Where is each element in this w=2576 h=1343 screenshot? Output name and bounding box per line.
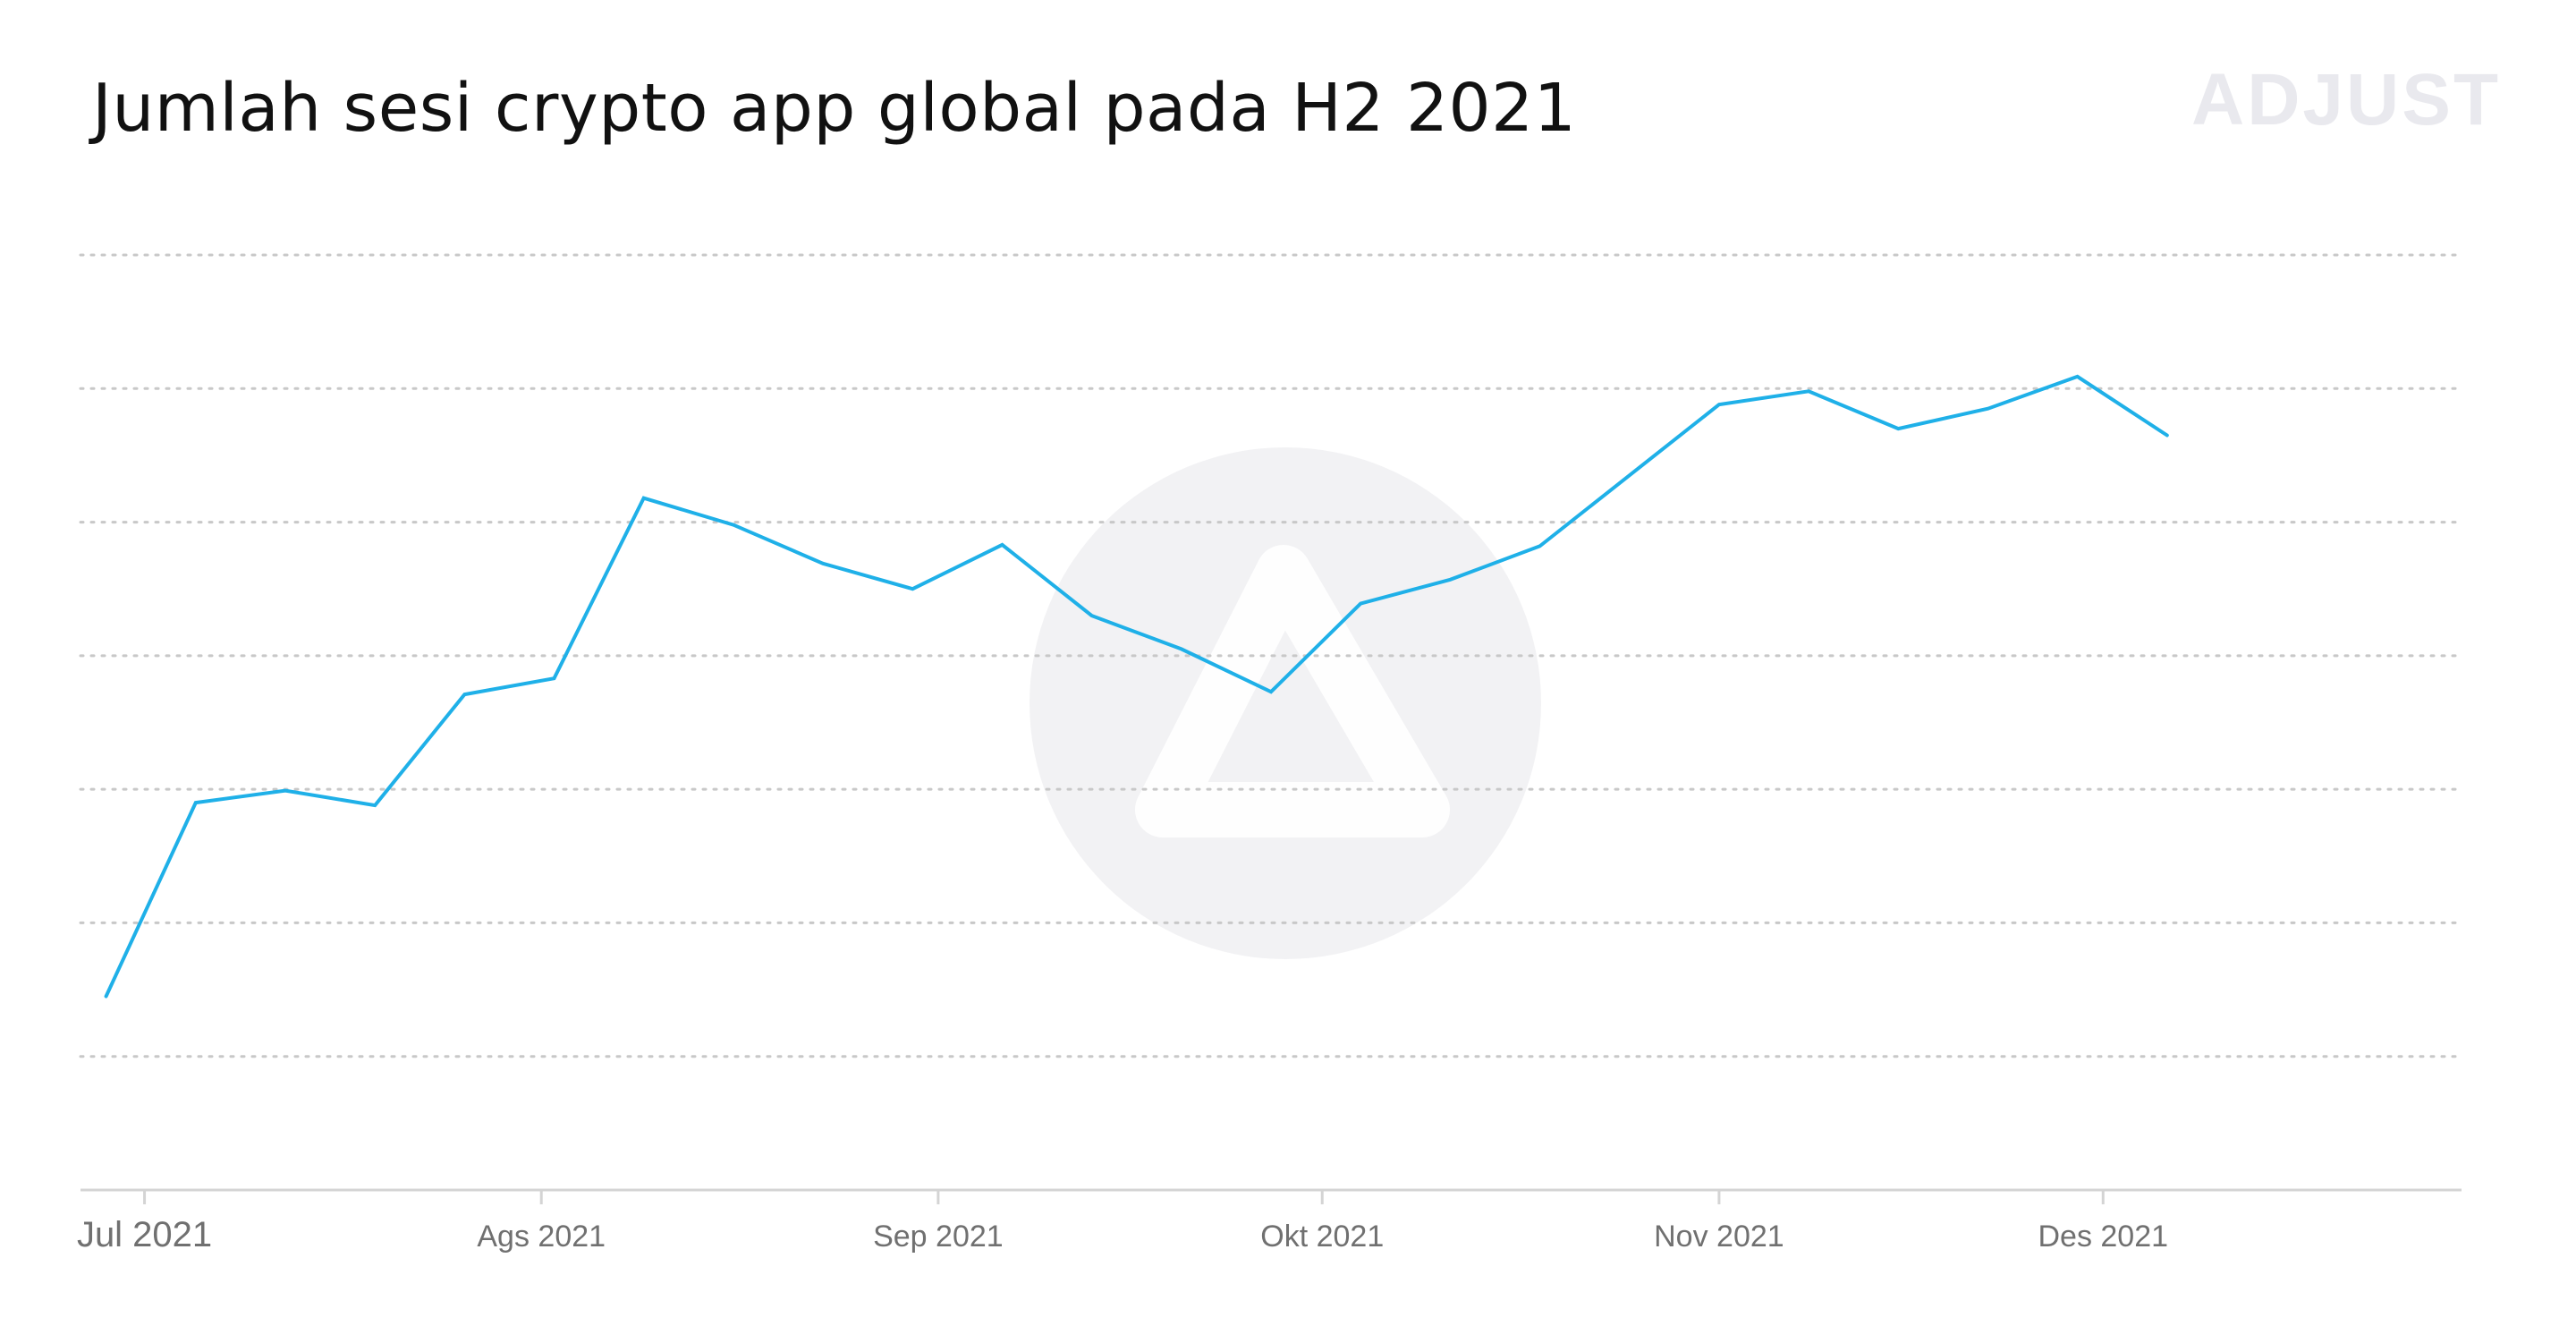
series-line [104, 374, 2169, 999]
x-axis: Jul 2021 Ags 2021 Sep 2021 Okt 2021 Nov 2021… [77, 1188, 2462, 1254]
watermark-circle [1030, 447, 1541, 959]
x-tick-label: Jul 2021 [77, 1215, 212, 1254]
series-path [104, 374, 2169, 999]
x-tick-label: Nov 2021 [1654, 1220, 1784, 1254]
x-tick-label: Sep 2021 [873, 1220, 1004, 1254]
watermark-a-shape [1135, 545, 1450, 837]
adjust-watermark-icon [1030, 447, 1541, 959]
adjust-logo: ADJUST [2191, 55, 2501, 145]
gridlines [79, 253, 2463, 1058]
x-tick-label: Ags 2021 [477, 1220, 606, 1254]
chart-title: Jumlah sesi crypto app global pada H2 20… [92, 70, 1577, 147]
x-tick-label: Des 2021 [2038, 1220, 2168, 1254]
brand-wordmark: ADJUST [2191, 59, 2502, 140]
x-tick-label: Okt 2021 [1260, 1220, 1384, 1254]
